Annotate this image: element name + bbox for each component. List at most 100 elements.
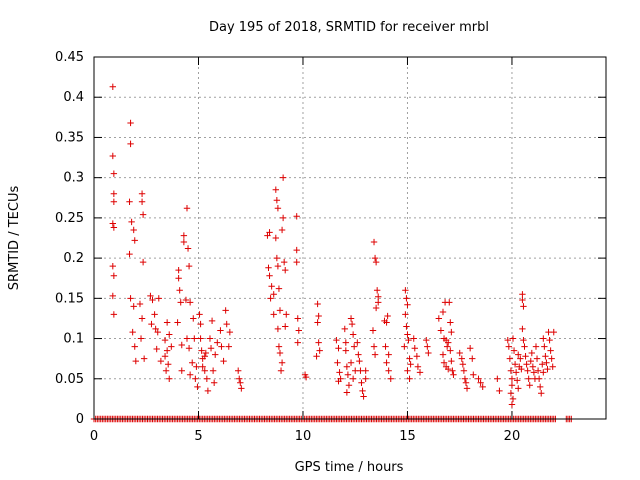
data-point <box>435 315 443 322</box>
grid-lines <box>94 57 606 419</box>
data-point <box>234 367 242 374</box>
data-point <box>477 379 484 386</box>
data-point <box>153 345 160 353</box>
data-point <box>220 357 227 365</box>
data-point <box>424 343 431 350</box>
data-point <box>149 296 156 304</box>
data-point <box>110 311 118 318</box>
data-point <box>371 254 379 262</box>
data-point <box>206 335 214 342</box>
data-point <box>547 347 554 354</box>
data-point <box>274 262 282 270</box>
data-point <box>218 343 225 350</box>
data-point <box>110 170 118 177</box>
data-point <box>137 335 145 342</box>
data-point <box>425 349 432 357</box>
data-point <box>194 383 201 391</box>
data-point <box>198 347 205 354</box>
data-point <box>183 205 191 212</box>
data-point <box>347 359 355 366</box>
data-point <box>316 347 323 354</box>
axis-ticks <box>93 56 606 420</box>
data-point <box>178 341 185 349</box>
data-point <box>334 359 341 366</box>
data-point <box>109 292 117 300</box>
data-point <box>175 266 182 274</box>
data-point <box>518 365 525 373</box>
data-point <box>403 323 410 330</box>
data-point <box>439 308 447 316</box>
data-point <box>110 190 118 197</box>
data-point <box>314 319 321 326</box>
data-point <box>475 375 482 382</box>
data-point <box>282 323 289 330</box>
data-point <box>529 363 537 370</box>
data-point <box>536 383 544 391</box>
data-point <box>182 296 190 304</box>
data-point <box>509 335 517 342</box>
data-point <box>448 357 455 365</box>
data-point <box>275 343 283 350</box>
data-point <box>126 198 133 205</box>
data-point <box>410 335 417 342</box>
data-point <box>470 371 477 378</box>
data-point <box>154 328 161 336</box>
data-point <box>128 218 135 226</box>
data-point <box>535 375 543 382</box>
data-point <box>162 367 170 374</box>
data-point <box>507 367 515 374</box>
data-point <box>279 174 287 181</box>
data-point <box>522 353 529 360</box>
data-point <box>406 375 413 382</box>
data-point <box>336 369 343 376</box>
data-point <box>540 335 547 342</box>
data-point <box>109 262 117 270</box>
data-point <box>138 315 146 322</box>
data-point <box>163 347 171 354</box>
data-point <box>190 315 197 322</box>
data-point <box>448 328 455 336</box>
y-tick-label: 0.45 <box>55 50 84 65</box>
data-point <box>403 295 410 302</box>
data-point <box>511 361 519 368</box>
plot-frame <box>93 56 607 420</box>
data-point <box>293 213 300 220</box>
data-point <box>201 353 208 360</box>
data-point <box>370 343 378 350</box>
data-point <box>110 224 118 231</box>
data-point <box>238 385 245 392</box>
data-point <box>130 226 137 234</box>
data-point <box>293 246 300 254</box>
data-point <box>440 359 448 366</box>
data-point <box>278 226 286 234</box>
data-point <box>110 198 118 205</box>
data-point <box>184 245 192 252</box>
y-tick-label: 0.35 <box>55 130 84 145</box>
data-point <box>185 262 193 270</box>
data-point <box>447 319 454 326</box>
data-point <box>294 315 301 322</box>
x-tick-labels: 0 5 10 15 20 <box>90 429 520 444</box>
data-point <box>203 375 211 382</box>
data-point <box>264 232 271 239</box>
data-point <box>521 343 528 350</box>
data-point <box>508 375 516 382</box>
data-point <box>515 385 522 392</box>
x-tick-label: 0 <box>90 429 98 444</box>
data-point <box>166 331 173 338</box>
data-point <box>183 335 191 342</box>
data-point <box>402 287 409 294</box>
data-point <box>139 211 147 218</box>
data-point <box>126 250 133 258</box>
data-point <box>226 328 234 336</box>
data-point <box>274 325 282 333</box>
data-point <box>295 327 302 334</box>
data-point <box>127 119 134 127</box>
data-point <box>197 320 204 328</box>
data-point <box>202 349 210 357</box>
data-point <box>385 367 392 374</box>
data-point <box>372 304 380 312</box>
data-point <box>533 355 541 362</box>
data-point <box>519 291 526 298</box>
data-point <box>266 229 273 236</box>
